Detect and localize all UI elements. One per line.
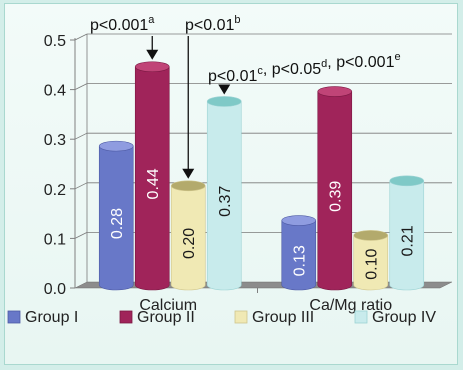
annotation-superscript: e [394,51,400,63]
y-axis: 0.0 0.1 0.2 0.3 0.4 0.5 [44,33,88,298]
bar-body [389,180,425,291]
bar-body [353,235,389,291]
y-tick-label: 0.4 [44,83,66,100]
bar: 0.39 [317,86,353,291]
bar-top [389,175,425,187]
legend-swatch [7,310,21,324]
category-labels: Calcium Ca/Mg ratio [139,288,392,314]
annotation-text: p<0.001 [90,17,148,34]
annotation-label: p<0.01b [185,14,241,34]
bar-top [170,180,206,192]
annotation-arrowhead [218,84,231,95]
bar-top [206,96,242,107]
annotation-arrowhead [182,168,195,179]
annotation-label: p<0.01c, p<0.05d, p<0.001e [208,51,401,85]
bar: 0.10 [353,230,389,291]
legend-label: Group I [25,309,78,326]
bar-value-label: 0.37 [217,186,234,217]
y-tick-label: 0.3 [44,132,66,149]
bar: 0.28 [98,140,134,291]
bar-body [206,101,242,291]
annotation-text: p<0.01 [208,68,257,85]
bar-top [98,140,134,152]
bar-value-label: 0.28 [109,208,126,239]
bar-value-label: 0.13 [292,245,309,276]
y-tick-label: 0.2 [44,182,66,199]
legend-swatch [354,310,368,324]
bar-top [134,61,170,73]
legend: Group I Group II Group III Group IV [7,309,436,326]
bar-body [170,185,206,291]
bar-body [317,91,353,291]
annotation-superscript: b [234,14,240,26]
annotation-text: , p<0.05 [263,61,321,78]
legend-label: Group III [252,309,314,326]
legend-label: Group IV [372,309,436,326]
bar: 0.21 [389,175,425,291]
bar-value-label: 0.39 [328,181,345,212]
bars: 0.28 0.44 0.20 0.37 0.13 0.39 0.10 0.21 [98,61,425,291]
annotation-arrowhead [146,49,159,60]
bar-body [134,66,170,291]
bar-value-label: 0.10 [364,249,381,280]
bar-top [317,86,353,97]
bar-body [281,220,317,291]
annotation-superscript: a [148,14,155,26]
gridline-depth [74,83,88,90]
bar-value-label: 0.20 [181,228,198,259]
bar-value-label: 0.44 [145,168,162,199]
category-label: Calcium [139,297,197,314]
gridline-depth [74,232,88,239]
bar-value-label: 0.21 [400,225,417,256]
y-tick-label: 0.5 [44,33,66,50]
bar-top [353,230,389,241]
bar-body [98,145,134,291]
annotation-text: p<0.01 [185,17,234,34]
bar: 0.37 [206,96,242,291]
bar: 0.44 [134,61,170,291]
legend-swatch [234,310,248,324]
annotation-label: p<0.001a [90,14,155,34]
legend-label: Group II [137,309,195,326]
bar: 0.20 [170,180,206,291]
y-tick-label: 0.1 [44,231,66,248]
gridline-depth [74,33,88,41]
legend-swatch [119,310,133,324]
bar: 0.13 [281,215,317,291]
bar-top [281,215,317,226]
annotation-superscript: c [257,65,263,77]
gridline-depth [74,132,88,140]
y-tick-label: 0.0 [44,281,66,298]
gridline-depth [74,182,88,190]
annotation-text: , p<0.001 [327,54,394,71]
annotation-superscript: d [321,58,327,70]
category-label: Ca/Mg ratio [309,297,392,314]
